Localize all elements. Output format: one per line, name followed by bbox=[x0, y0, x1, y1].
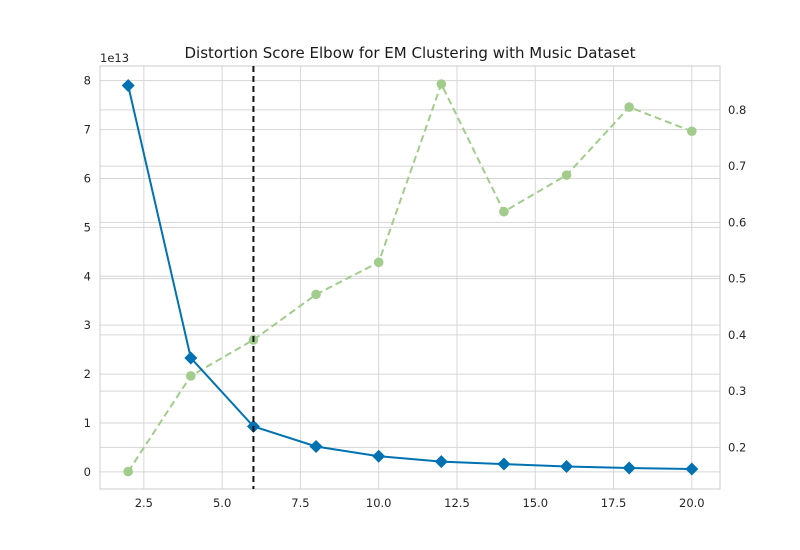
series-line bbox=[127, 85, 692, 470]
data-point-diamond bbox=[184, 351, 198, 365]
series-distortion-score bbox=[121, 79, 699, 476]
data-point-circle bbox=[624, 102, 634, 112]
x-tick-label: 7.5 bbox=[291, 496, 309, 510]
data-point-circle bbox=[436, 79, 447, 89]
data-point-circle bbox=[186, 371, 196, 381]
data-point-diamond bbox=[497, 457, 511, 471]
y-left-tick-label: 5 bbox=[84, 220, 91, 234]
data-point-circle bbox=[687, 126, 697, 137]
y-right-tick-label: 0.8 bbox=[728, 103, 746, 117]
x-tick-label: 12.5 bbox=[444, 496, 470, 510]
data-point-diamond bbox=[434, 455, 448, 469]
data-point-diamond bbox=[685, 462, 699, 476]
y-left-tick-label: 1 bbox=[84, 416, 91, 430]
data-point-circle bbox=[373, 257, 384, 268]
x-tick-label: 15.0 bbox=[522, 496, 548, 510]
data-point-diamond bbox=[372, 449, 386, 463]
tick-labels: 2.5 5.0 7.5 10.0 12.5 15.0 17.5 20.0 0 1 2 3 4 5 6 7 8 0.… bbox=[84, 74, 747, 510]
data-point-circle bbox=[123, 466, 133, 477]
grid bbox=[100, 66, 720, 489]
y-left-tick-label: 4 bbox=[84, 269, 91, 283]
series-line bbox=[127, 81, 693, 473]
x-tick-label: 17.5 bbox=[601, 496, 627, 510]
series-layer bbox=[121, 79, 699, 477]
y-left-tick-label: 7 bbox=[84, 123, 91, 137]
y-right-tick-label: 0.2 bbox=[728, 440, 746, 454]
y-left-tick-label: 3 bbox=[84, 318, 91, 332]
y-right-tick-label: 0.5 bbox=[728, 272, 746, 286]
y-left-tick-label: 8 bbox=[84, 74, 91, 88]
y-right-tick-label: 0.3 bbox=[728, 384, 746, 398]
y-right-tick-label: 0.4 bbox=[728, 328, 746, 342]
data-point-diamond bbox=[622, 461, 636, 475]
data-point-circle bbox=[311, 289, 321, 300]
x-tick-label: 10.0 bbox=[366, 496, 392, 510]
x-tick-label: 5.0 bbox=[213, 496, 231, 510]
y-right-tick-label: 0.6 bbox=[728, 215, 746, 229]
data-point-diamond bbox=[309, 439, 323, 453]
x-tick-label: 2.5 bbox=[135, 496, 153, 510]
plot-area-frame bbox=[99, 65, 721, 490]
y-axis-offset-label: 1e13 bbox=[100, 51, 129, 65]
y-left-tick-label: 0 bbox=[84, 465, 91, 479]
series-fit-time bbox=[123, 79, 697, 477]
data-point-circle bbox=[561, 170, 572, 180]
y-left-tick-label: 6 bbox=[84, 171, 91, 185]
y-right-tick-label: 0.7 bbox=[728, 159, 746, 173]
data-point-diamond bbox=[121, 79, 135, 93]
x-tick-label: 20.0 bbox=[679, 496, 705, 510]
chart-title: Distortion Score Elbow for EM Clustering… bbox=[185, 44, 636, 62]
y-left-tick-label: 2 bbox=[84, 367, 91, 381]
data-point-diamond bbox=[560, 460, 574, 474]
data-point-circle bbox=[499, 206, 509, 217]
